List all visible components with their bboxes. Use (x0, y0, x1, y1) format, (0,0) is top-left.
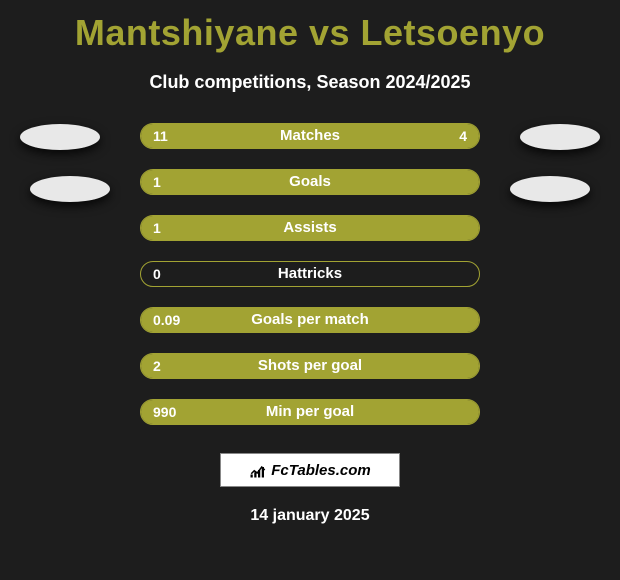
stat-row: 0Hattricks (140, 261, 480, 287)
player2-badge-2 (510, 176, 590, 202)
title-vs: vs (298, 12, 360, 53)
stat-row: 1Goals (140, 169, 480, 195)
stat-label: Shots per goal (141, 353, 479, 379)
stat-row: 1Assists (140, 215, 480, 241)
page-title: Mantshiyane vs Letsoenyo (0, 0, 620, 54)
stat-label: Matches (141, 123, 479, 149)
player1-badge-2 (30, 176, 110, 202)
stats-list: 11Matches4 1Goals 1Assists 0Hattricks 0.09Go… (0, 123, 620, 425)
watermark[interactable]: FcTables.com (220, 453, 400, 487)
stat-row: 11Matches4 (140, 123, 480, 149)
player2-badge (520, 124, 600, 150)
subtitle: Club competitions, Season 2024/2025 (0, 72, 620, 93)
watermark-text: FcTables.com (271, 462, 370, 479)
stat-label: Hattricks (141, 261, 479, 287)
player1-badge (20, 124, 100, 150)
title-player2: Letsoenyo (361, 12, 546, 53)
stat-label: Min per goal (141, 399, 479, 425)
stat-row: 0.09Goals per match (140, 307, 480, 333)
stat-row: 2Shots per goal (140, 353, 480, 379)
stat-value-right: 4 (459, 123, 467, 149)
title-player1: Mantshiyane (75, 12, 299, 53)
stat-label: Goals per match (141, 307, 479, 333)
stat-row: 990Min per goal (140, 399, 480, 425)
stat-label: Goals (141, 169, 479, 195)
date: 14 january 2025 (0, 507, 620, 525)
stat-label: Assists (141, 215, 479, 241)
chart-icon (249, 461, 267, 479)
